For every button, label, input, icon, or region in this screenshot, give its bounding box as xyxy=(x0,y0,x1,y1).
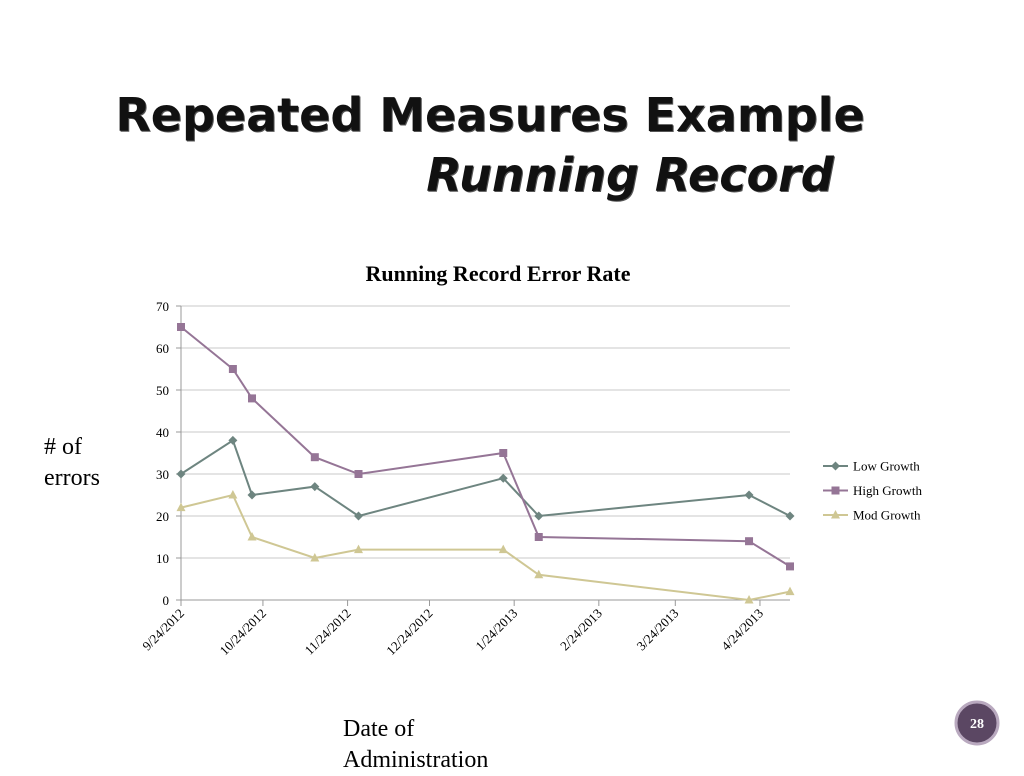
y-tick-label: 0 xyxy=(163,593,170,608)
y-axis-title: # of errors xyxy=(44,434,100,491)
y-tick-label: 40 xyxy=(156,425,169,440)
x-tick-label: 9/24/2012 xyxy=(139,606,187,654)
data-point xyxy=(534,533,543,541)
series-line xyxy=(180,438,791,518)
x-tick-label: 2/24/2013 xyxy=(557,606,605,654)
data-point xyxy=(310,453,319,462)
data-point xyxy=(499,449,508,457)
data-point xyxy=(228,435,238,445)
data-point xyxy=(176,502,186,512)
legend-label: Mod Growth xyxy=(853,508,921,523)
y-tick-label: 60 xyxy=(156,341,169,356)
legend-marker xyxy=(831,510,840,519)
data-point xyxy=(248,394,257,403)
legend-label: Low Growth xyxy=(853,459,920,474)
y-tick-label: 70 xyxy=(156,299,169,314)
data-point xyxy=(534,569,544,579)
x-tick-label: 3/24/2013 xyxy=(634,606,682,654)
data-point xyxy=(354,470,363,478)
x-tick-label: 4/24/2013 xyxy=(718,606,766,654)
legend-marker xyxy=(831,461,840,471)
legend-label: High Growth xyxy=(853,483,922,498)
data-point xyxy=(498,544,508,554)
series-line xyxy=(180,493,791,602)
legend-marker xyxy=(831,486,840,495)
data-point xyxy=(498,473,508,483)
data-point xyxy=(247,490,257,500)
x-tick-label: 1/24/2013 xyxy=(472,606,520,654)
y-tick-label: 20 xyxy=(156,509,169,524)
series-line xyxy=(180,326,791,568)
y-tick-label: 30 xyxy=(156,467,169,482)
slide-subtitle: Running Record xyxy=(426,148,834,202)
data-point xyxy=(354,511,364,521)
y-tick-label: 50 xyxy=(156,383,169,398)
data-point xyxy=(534,511,544,521)
page-badge xyxy=(954,700,1000,746)
data-point xyxy=(310,482,320,492)
page-number: 28 xyxy=(970,717,984,732)
x-axis-title: Date of Administration xyxy=(343,716,489,773)
y-tick-label: 10 xyxy=(156,551,169,566)
data-point xyxy=(228,490,238,499)
x-tick-label: 12/24/2012 xyxy=(383,606,435,658)
data-point xyxy=(745,537,754,546)
data-point xyxy=(354,544,364,554)
data-point xyxy=(176,469,186,479)
data-point xyxy=(744,490,754,500)
slide-title: Repeated Measures Example xyxy=(115,88,865,142)
data-point xyxy=(785,586,795,596)
x-tick-label: 11/24/2012 xyxy=(302,606,354,658)
data-point xyxy=(744,595,754,604)
data-point xyxy=(310,553,320,562)
x-tick-label: 10/24/2012 xyxy=(217,606,269,658)
data-point xyxy=(786,562,794,571)
data-point xyxy=(247,532,257,541)
data-point xyxy=(228,365,237,373)
data-point xyxy=(177,323,185,331)
data-point xyxy=(785,511,795,521)
chart-title: Running Record Error Rate xyxy=(365,261,630,286)
